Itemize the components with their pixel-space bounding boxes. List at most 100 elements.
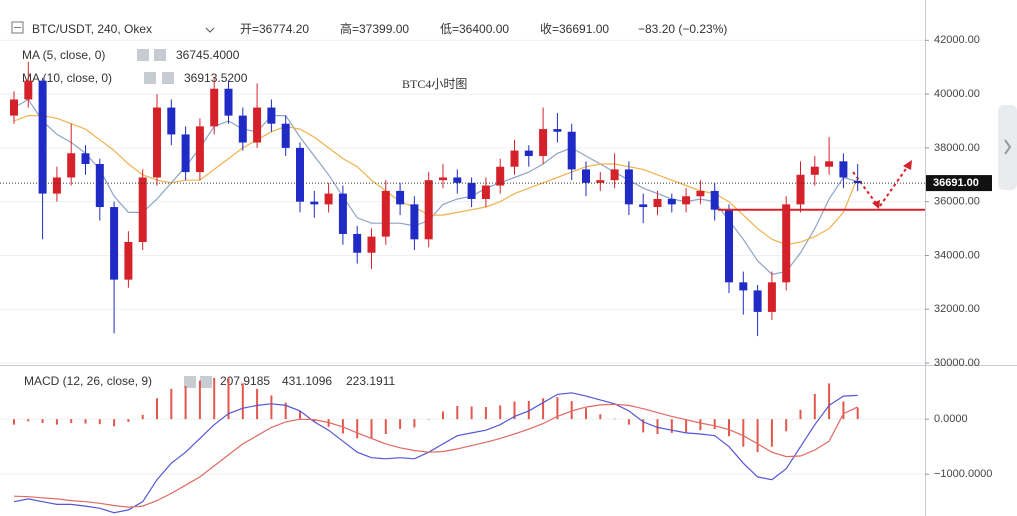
y-tick-label: 0.0000 (934, 413, 968, 425)
settings-icon[interactable] (162, 72, 174, 84)
histogram-bar (84, 419, 87, 424)
y-tick-label: −1000.0000 (934, 468, 992, 480)
histogram-bar (70, 419, 73, 424)
histogram-bar (585, 408, 587, 420)
candle-body (453, 177, 462, 183)
y-tick-label: 34000.00 (934, 249, 980, 261)
ma5-value: 36745.4000 (176, 48, 240, 62)
candle-body (524, 150, 533, 156)
forecast-arrow (879, 165, 909, 207)
histogram-bar (627, 419, 630, 425)
candle-body (510, 150, 519, 167)
candle-body (310, 201, 319, 205)
histogram-bar (742, 419, 745, 447)
close-icon[interactable] (200, 376, 212, 388)
histogram-bar (699, 419, 702, 431)
candle-body (624, 169, 633, 205)
histogram-bar (570, 401, 573, 420)
candle-body (38, 80, 47, 194)
histogram-bar (13, 419, 15, 425)
candle-body (639, 204, 648, 208)
candle-body (195, 126, 204, 173)
candle-body (81, 153, 90, 165)
candle-body (753, 290, 762, 312)
histogram-bar (527, 401, 530, 420)
histogram-bar (556, 397, 559, 420)
eye-icon[interactable] (144, 72, 156, 84)
histogram-bar (227, 377, 230, 420)
histogram-bar (484, 407, 487, 420)
histogram-bar (384, 419, 387, 435)
y-tick-label: 32000.00 (934, 303, 980, 315)
settings-icon[interactable] (154, 49, 166, 61)
histogram-bar (670, 419, 673, 433)
macd-dea-value: 223.1911 (346, 374, 395, 388)
candle-body (767, 282, 776, 312)
histogram-bar (756, 419, 759, 453)
histogram-bar (685, 419, 688, 433)
histogram-bar (399, 419, 402, 430)
histogram-bar (256, 388, 259, 420)
arrowhead (903, 160, 912, 170)
histogram-bar (156, 398, 158, 420)
candle-body (138, 177, 147, 242)
macd-line (13, 403, 858, 508)
candle-body (167, 107, 176, 135)
histogram-bar (427, 419, 430, 420)
scroll-arrow (1004, 139, 1012, 155)
ma5-legend: MA (5, close, 0) (22, 48, 105, 62)
eye-icon[interactable] (137, 49, 149, 61)
candle-body (110, 207, 119, 280)
candle-body (439, 177, 447, 181)
low-label: 低=36400.00 (440, 22, 509, 36)
candle-body (481, 185, 490, 199)
y-tick-label: 36000.00 (934, 196, 980, 208)
macd-dif-value: 431.1096 (282, 374, 332, 388)
histogram-bar (656, 419, 659, 435)
high-label: 高=37399.00 (340, 21, 409, 36)
candle-body (67, 153, 76, 178)
histogram-bar (198, 380, 201, 420)
candle-body (782, 204, 791, 283)
collapse-icon[interactable] (11, 21, 24, 34)
scroll-handle[interactable] (998, 105, 1017, 190)
histogram-bar (299, 410, 301, 420)
candle-body (539, 129, 548, 156)
histogram-bar (470, 406, 473, 420)
candle-body (24, 80, 33, 100)
ma10-legend: MA (10, close, 0) (22, 71, 112, 85)
candle-body (367, 236, 376, 253)
candle-body (582, 169, 590, 183)
candle-body (238, 115, 247, 143)
histogram-bar (127, 419, 130, 422)
histogram-bar (599, 414, 602, 420)
candle-body (553, 129, 562, 132)
histogram-bar (141, 414, 144, 420)
histogram-bar (842, 401, 845, 420)
histogram-bar (113, 419, 116, 427)
annotation: BTC4小时图 (402, 77, 467, 91)
y-tick-label: 38000.00 (934, 142, 980, 154)
candle-body (253, 107, 262, 143)
candle-body (710, 190, 719, 210)
candle-body (739, 282, 748, 291)
eye-icon[interactable] (184, 376, 196, 388)
open-label: 开=36774.20 (240, 22, 309, 36)
candle-body (725, 209, 733, 283)
candle-body (496, 166, 505, 186)
candle-body (796, 174, 805, 205)
histogram-bar (456, 405, 459, 420)
symbol-menu[interactable] (205, 27, 215, 33)
last-price-label: 36691.00 (933, 177, 979, 189)
candle-body (682, 196, 691, 205)
histogram-bar (828, 383, 831, 420)
candle-body (181, 134, 190, 173)
histogram-bar (442, 411, 444, 420)
candle-body (567, 131, 576, 170)
candle-body (424, 180, 433, 240)
histogram-bar (270, 395, 273, 420)
histogram-bar (613, 418, 616, 420)
macd-line (13, 392, 858, 514)
last-price-tag (926, 175, 992, 192)
